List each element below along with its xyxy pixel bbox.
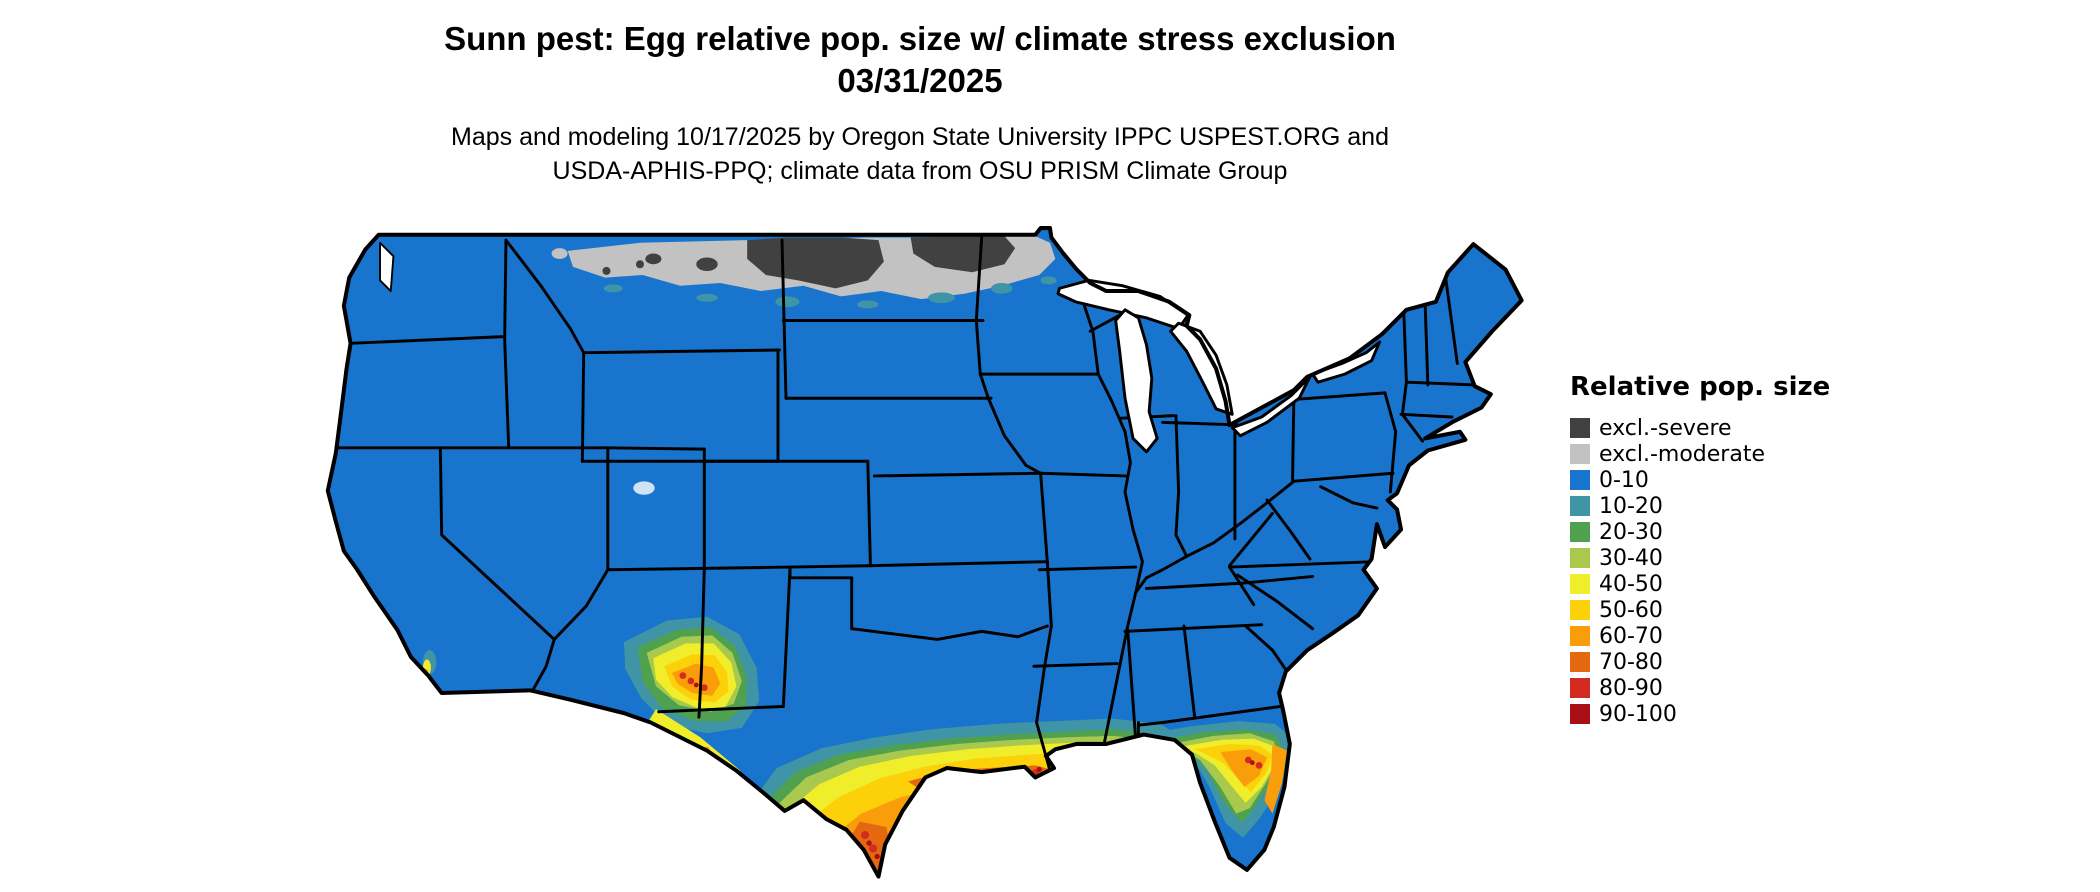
legend-item: 90-100: [1570, 701, 1830, 727]
region-excl-severe-speckle: [645, 253, 662, 265]
legend-swatch: [1570, 704, 1590, 724]
puget-sound: [379, 241, 395, 292]
region-10-20-speckle: [928, 292, 955, 304]
legend-item: 70-80: [1570, 649, 1830, 675]
legend-item: 20-30: [1570, 519, 1830, 545]
legend-label: 60-70: [1599, 623, 1663, 649]
legend-swatch: [1570, 548, 1590, 568]
us-map: [305, 224, 1527, 882]
region-10-20-speckle: [603, 284, 623, 293]
legend-item: excl.-severe: [1570, 415, 1830, 441]
page-subtitle-line2: USDA-APHIS-PPQ; climate data from OSU PR…: [552, 157, 1288, 185]
great-lakes: [379, 241, 1382, 454]
legend-swatch: [1570, 418, 1590, 438]
region-10-20-speckle: [696, 293, 718, 302]
region-arizona-80-90: [679, 672, 687, 679]
legend-label: 0-10: [1599, 467, 1649, 493]
legend-item: 0-10: [1570, 467, 1830, 493]
legend-item: 10-20: [1570, 493, 1830, 519]
legend-item: 40-50: [1570, 571, 1830, 597]
legend-item: excl.-moderate: [1570, 441, 1830, 467]
legend-label: 20-30: [1599, 519, 1663, 545]
legend-item: 50-60: [1570, 597, 1830, 623]
legend-title: Relative pop. size: [1570, 372, 1831, 402]
legend-label: excl.-severe: [1599, 415, 1732, 441]
legend-item: 30-40: [1570, 545, 1830, 571]
region-gulf-80-90: [861, 831, 870, 840]
state-borders: [334, 235, 1475, 773]
region-excl-severe-speckle: [696, 257, 718, 271]
lake-michigan: [1114, 308, 1159, 454]
region-excl-severe: [910, 236, 1016, 273]
legend-label: 90-100: [1599, 701, 1677, 727]
region-excl-severe-speckle: [602, 266, 611, 275]
region-panhandle-60-70: [1105, 748, 1113, 756]
region-excl-moderate-speckle: [551, 248, 568, 259]
region-10-20-speckle: [857, 300, 879, 309]
lake-huron: [1169, 321, 1234, 416]
legend-item: 80-90: [1570, 675, 1830, 701]
legend-item: 60-70: [1570, 623, 1830, 649]
legend-label: 70-80: [1599, 649, 1663, 675]
legend-label: 50-60: [1599, 597, 1663, 623]
legend: Relative pop. size excl.-severe excl.-mod…: [1570, 372, 1830, 727]
region-florida-90-100: [1249, 760, 1255, 766]
legend-swatch: [1570, 574, 1590, 594]
page-title-line2: 03/31/2025: [837, 62, 1003, 99]
region-gulf-30-40: [776, 735, 1168, 828]
region-panhandle-60-70: [1153, 749, 1161, 757]
region-arizona-80-90: [687, 677, 695, 685]
page-subtitle: Maps and modeling 10/17/2025 by Oregon S…: [0, 120, 1840, 188]
region-gulf-80-90: [930, 780, 939, 789]
legend-swatch: [1570, 444, 1590, 464]
legend-label: excl.-moderate: [1599, 441, 1765, 467]
legend-swatch: [1570, 470, 1590, 490]
great-salt-lake: [633, 481, 655, 495]
region-arizona-90-100: [693, 682, 699, 688]
legend-swatch: [1570, 678, 1590, 698]
legend-swatch: [1570, 496, 1590, 516]
page-subtitle-line1: Maps and modeling 10/17/2025 by Oregon S…: [451, 123, 1389, 151]
region-gulf-90-100: [1036, 766, 1042, 773]
region-10-20-speckle: [1040, 276, 1057, 285]
region-florida-coast-60-70: [1264, 743, 1288, 814]
region-florida-60-70: [1220, 749, 1268, 787]
region-gulf-90-100: [874, 853, 880, 860]
map-container: [305, 224, 1527, 882]
legend-swatch: [1570, 626, 1590, 646]
region-10-20-speckle: [775, 296, 800, 308]
region-panhandle-50-60: [1103, 746, 1184, 758]
legend-label: 80-90: [1599, 675, 1663, 701]
region-excl-severe-speckle: [635, 260, 644, 269]
region-arizona-60-70: [672, 663, 721, 696]
page-title-line1: Sunn pest: Egg relative pop. size w/ cli…: [444, 20, 1396, 57]
region-gulf-80-90: [869, 844, 878, 853]
legend-label: 30-40: [1599, 545, 1663, 571]
page-title: Sunn pest: Egg relative pop. size w/ cli…: [0, 18, 1840, 102]
legend-swatch: [1570, 600, 1590, 620]
region-arizona-80-90: [700, 684, 708, 692]
legend-swatch: [1570, 522, 1590, 542]
region-gulf-40-50: [787, 741, 1172, 836]
legend-label: 40-50: [1599, 571, 1663, 597]
region-florida-80-90: [1255, 762, 1263, 769]
region-excl-moderate-speckle: [572, 254, 600, 269]
legend-label: 10-20: [1599, 493, 1663, 519]
region-10-20-speckle: [991, 283, 1013, 294]
region-gulf-90-100: [866, 840, 872, 846]
legend-entries: excl.-severe excl.-moderate 0-10 10-20 20-30…: [1570, 415, 1830, 727]
region-florida-80-90: [1244, 756, 1252, 764]
legend-swatch: [1570, 652, 1590, 672]
